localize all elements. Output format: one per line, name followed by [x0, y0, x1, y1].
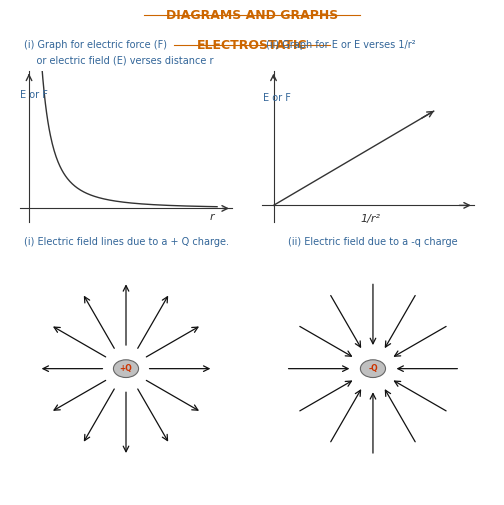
Text: ELECTROSTATIC: ELECTROSTATIC	[197, 39, 307, 53]
Text: DIAGRAMS AND GRAPHS: DIAGRAMS AND GRAPHS	[166, 9, 338, 22]
Text: +Q: +Q	[119, 364, 133, 373]
Text: -Q: -Q	[368, 364, 378, 373]
Text: 1/r²: 1/r²	[361, 214, 381, 224]
Text: (ii) Electric field due to a -q charge: (ii) Electric field due to a -q charge	[288, 237, 458, 246]
Text: r: r	[210, 212, 215, 222]
Text: or electric field (E) verses distance r: or electric field (E) verses distance r	[24, 56, 214, 66]
Text: (i) Electric field lines due to a + Q charge.: (i) Electric field lines due to a + Q ch…	[24, 237, 228, 246]
Text: E or F: E or F	[263, 93, 291, 103]
Ellipse shape	[360, 360, 386, 378]
Text: (ii) Graph for E or E verses 1/r²: (ii) Graph for E or E verses 1/r²	[266, 40, 416, 50]
Ellipse shape	[113, 360, 139, 378]
Text: E or F: E or F	[20, 90, 48, 100]
Text: (i) Graph for electric force (F): (i) Graph for electric force (F)	[24, 40, 167, 50]
